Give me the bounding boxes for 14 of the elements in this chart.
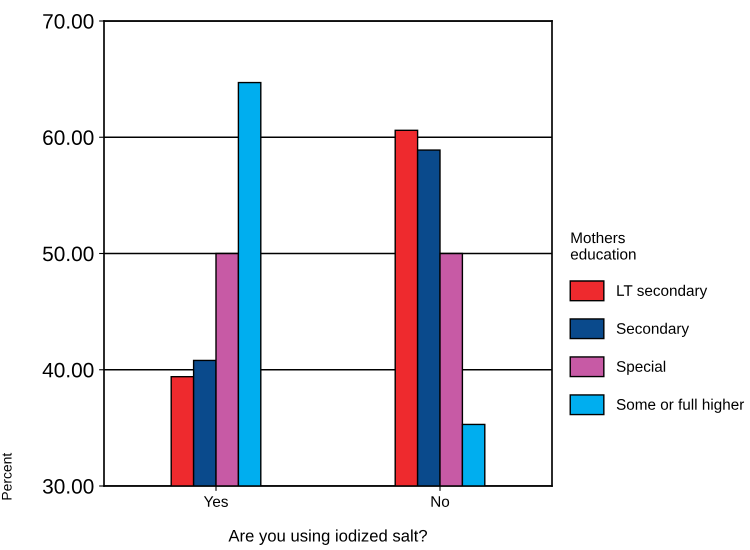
y-tick-label: 30.00 [42, 479, 94, 494]
legend-label: LT secondary [617, 284, 708, 299]
y-tick-label: 70.00 [43, 14, 94, 29]
y-tick-label: 40.00 [42, 362, 94, 378]
legend-label: Secondary [616, 322, 690, 337]
legend-label: Some or full higher [616, 398, 744, 413]
legend-label: Special [616, 360, 666, 375]
y-axis-title: Percent [2, 452, 12, 500]
x-tick-label: No [431, 496, 450, 507]
y-tick-label: 50.00 [42, 246, 94, 262]
legend-title: Mothers education [570, 232, 636, 260]
y-tick-label: 60.00 [43, 130, 94, 146]
x-tick-label: Yes [204, 496, 228, 507]
x-axis-title: Are you using iodized salt? [228, 529, 427, 545]
